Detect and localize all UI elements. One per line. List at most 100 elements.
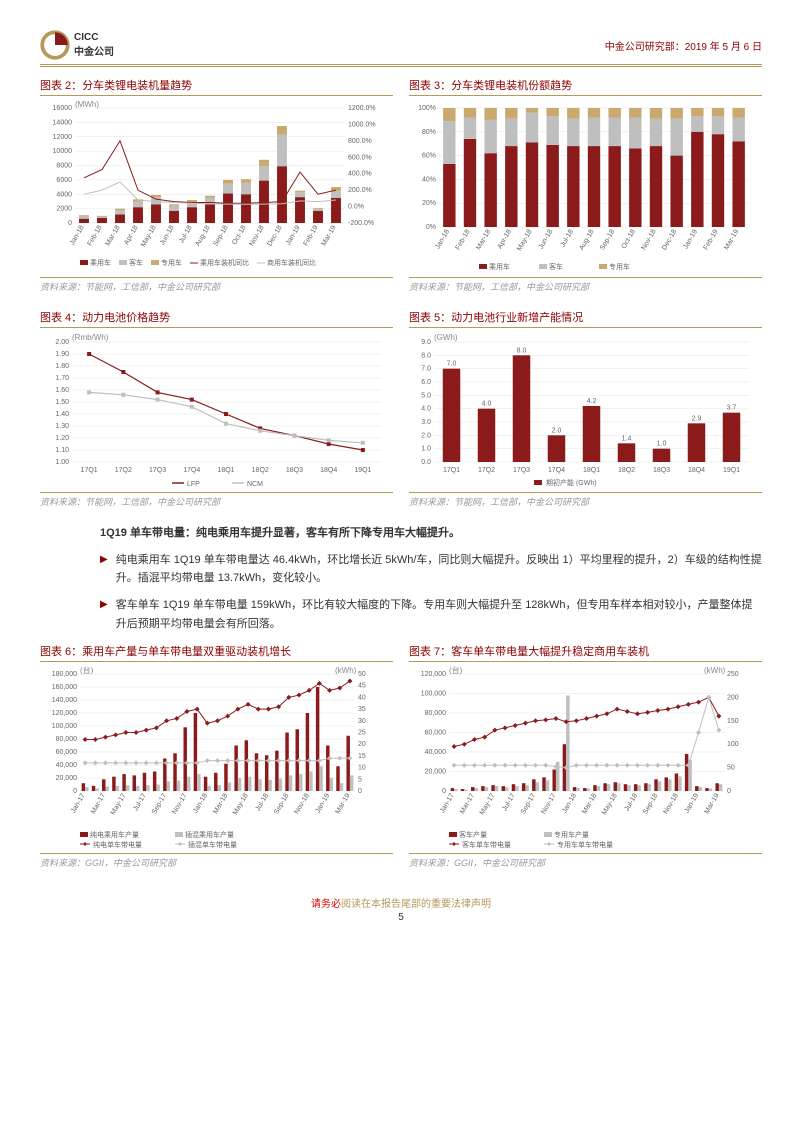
header-dept: 中金公司研究部： xyxy=(605,42,685,53)
svg-text:20%: 20% xyxy=(422,200,436,207)
svg-text:12000: 12000 xyxy=(53,134,73,141)
svg-text:Jul-17: Jul-17 xyxy=(132,793,148,813)
svg-text:Jan-19: Jan-19 xyxy=(315,793,332,815)
svg-text:Jun-18: Jun-18 xyxy=(159,224,176,246)
chart5-svg: 0.01.02.03.04.05.06.07.08.09.0(GWh)7.017… xyxy=(409,332,759,490)
svg-text:Mar-17: Mar-17 xyxy=(459,793,476,816)
svg-text:Nov-17: Nov-17 xyxy=(171,793,188,816)
svg-text:2.0: 2.0 xyxy=(421,432,431,439)
svg-text:Sep-17: Sep-17 xyxy=(151,793,168,816)
svg-text:17Q4: 17Q4 xyxy=(548,467,565,474)
bullet-1-text: 纯电乘用车 1Q19 单车带电量达 46.4kWh，环比增长近 5kWh/车，同… xyxy=(116,551,762,588)
svg-text:Sep-17: Sep-17 xyxy=(520,793,537,816)
svg-text:80,000: 80,000 xyxy=(425,710,447,717)
svg-text:100,000: 100,000 xyxy=(52,723,77,730)
svg-text:Jan-17: Jan-17 xyxy=(439,793,456,815)
svg-text:45: 45 xyxy=(358,683,366,690)
svg-text:15: 15 xyxy=(358,753,366,760)
svg-text:May-18: May-18 xyxy=(516,228,534,252)
chart7-svg: 020,00040,00060,00080,000100,000120,0000… xyxy=(409,666,759,851)
svg-text:200: 200 xyxy=(727,695,739,702)
chart6-source: 资料来源：GGII，中金公司研究部 xyxy=(40,856,393,869)
bullet-2-text: 客车单车 1Q19 单车带电量 159kWh，环比有较大幅度的下降。专用车则大幅… xyxy=(116,596,762,633)
svg-text:Jan-18: Jan-18 xyxy=(434,228,451,250)
svg-text:18Q4: 18Q4 xyxy=(320,467,337,474)
svg-text:Jan-19: Jan-19 xyxy=(684,793,701,815)
svg-text:Jan-17: Jan-17 xyxy=(70,793,87,815)
svg-text:16000: 16000 xyxy=(53,105,73,112)
svg-text:2.0: 2.0 xyxy=(552,427,562,434)
svg-text:Feb-18: Feb-18 xyxy=(455,228,472,251)
svg-text:-200.0%: -200.0% xyxy=(348,220,374,227)
svg-text:May-18: May-18 xyxy=(140,224,158,248)
svg-text:6.0: 6.0 xyxy=(421,379,431,386)
svg-text:Jan-18: Jan-18 xyxy=(561,793,578,815)
svg-text:8.0: 8.0 xyxy=(517,347,527,354)
chart4-title: 图表 4：动力电池价格趋势 xyxy=(40,309,393,328)
svg-text:17Q2: 17Q2 xyxy=(478,467,495,474)
footer-legal-prefix: 请务必 xyxy=(311,899,341,910)
svg-text:5.0: 5.0 xyxy=(421,392,431,399)
svg-text:(Rmb/Wh): (Rmb/Wh) xyxy=(72,333,109,342)
svg-text:0: 0 xyxy=(358,788,362,795)
svg-text:(GWh): (GWh) xyxy=(434,333,458,342)
svg-text:60%: 60% xyxy=(422,153,436,160)
svg-text:May-17: May-17 xyxy=(110,793,128,817)
svg-text:Nov-18: Nov-18 xyxy=(640,228,657,251)
svg-text:1000.0%: 1000.0% xyxy=(348,121,376,128)
svg-text:40,000: 40,000 xyxy=(425,749,447,756)
svg-text:120,000: 120,000 xyxy=(52,710,77,717)
svg-text:1.0: 1.0 xyxy=(657,441,667,448)
svg-text:4.2: 4.2 xyxy=(587,398,597,405)
svg-text:Jul-18: Jul-18 xyxy=(255,793,271,813)
chart7-title: 图表 7：客车单车带电量大幅提升稳定商用车装机 xyxy=(409,643,762,662)
page-header: CICC 中金公司 中金公司研究部：2019 年 5 月 6 日 xyxy=(40,30,762,67)
svg-text:Jul-18: Jul-18 xyxy=(624,793,640,813)
svg-text:1200.0%: 1200.0% xyxy=(348,105,376,112)
svg-text:50: 50 xyxy=(358,671,366,678)
svg-text:100: 100 xyxy=(727,742,739,749)
svg-text:0: 0 xyxy=(442,788,446,795)
svg-text:9.0: 9.0 xyxy=(421,339,431,346)
chart4-svg: 1.001.101.201.301.401.501.601.701.801.90… xyxy=(40,332,390,490)
svg-text:50: 50 xyxy=(727,765,735,772)
svg-text:2.9: 2.9 xyxy=(692,415,702,422)
svg-text:Nov-18: Nov-18 xyxy=(294,793,311,816)
svg-text:180,000: 180,000 xyxy=(52,671,77,678)
svg-text:0.0%: 0.0% xyxy=(348,204,364,211)
svg-text:30: 30 xyxy=(358,718,366,725)
svg-text:4.0: 4.0 xyxy=(482,401,492,408)
svg-text:100%: 100% xyxy=(418,105,436,112)
svg-text:Jul-17: Jul-17 xyxy=(501,793,517,813)
page-number: 5 xyxy=(40,912,762,923)
chart2-title: 图表 2：分车类锂电装机量趋势 xyxy=(40,77,393,96)
svg-text:1.0: 1.0 xyxy=(421,446,431,453)
svg-text:1.10: 1.10 xyxy=(55,447,69,454)
svg-text:60,000: 60,000 xyxy=(425,730,447,737)
svg-text:Jan-18: Jan-18 xyxy=(69,224,86,246)
svg-text:14000: 14000 xyxy=(53,119,73,126)
svg-text:80,000: 80,000 xyxy=(56,736,78,743)
svg-text:插混单车带电量: 插混单车带电量 xyxy=(188,840,237,849)
svg-text:Mar-19: Mar-19 xyxy=(723,228,740,251)
svg-text:Dec-18: Dec-18 xyxy=(266,224,283,247)
svg-text:乘用车: 乘用车 xyxy=(489,262,510,271)
svg-text:1.40: 1.40 xyxy=(55,411,69,418)
svg-text:乘用车装机同比: 乘用车装机同比 xyxy=(200,258,249,267)
svg-text:Mar-18: Mar-18 xyxy=(105,224,122,247)
svg-text:3.7: 3.7 xyxy=(727,405,737,412)
svg-text:Aug-18: Aug-18 xyxy=(578,228,595,251)
svg-text:100,000: 100,000 xyxy=(421,691,446,698)
svg-text:Nov-17: Nov-17 xyxy=(540,793,557,816)
svg-text:120,000: 120,000 xyxy=(421,671,446,678)
svg-text:7.0: 7.0 xyxy=(421,366,431,373)
svg-text:客车产量: 客车产量 xyxy=(459,830,487,839)
svg-text:5: 5 xyxy=(358,777,362,784)
svg-text:Feb-19: Feb-19 xyxy=(303,224,320,247)
svg-text:160,000: 160,000 xyxy=(52,684,77,691)
svg-text:17Q3: 17Q3 xyxy=(149,467,166,474)
svg-text:Jul-18: Jul-18 xyxy=(178,224,194,244)
svg-text:1.50: 1.50 xyxy=(55,399,69,406)
svg-text:Mar-19: Mar-19 xyxy=(321,224,338,247)
chart2-svg: 0200040006000800010000120001400016000-20… xyxy=(40,100,390,275)
